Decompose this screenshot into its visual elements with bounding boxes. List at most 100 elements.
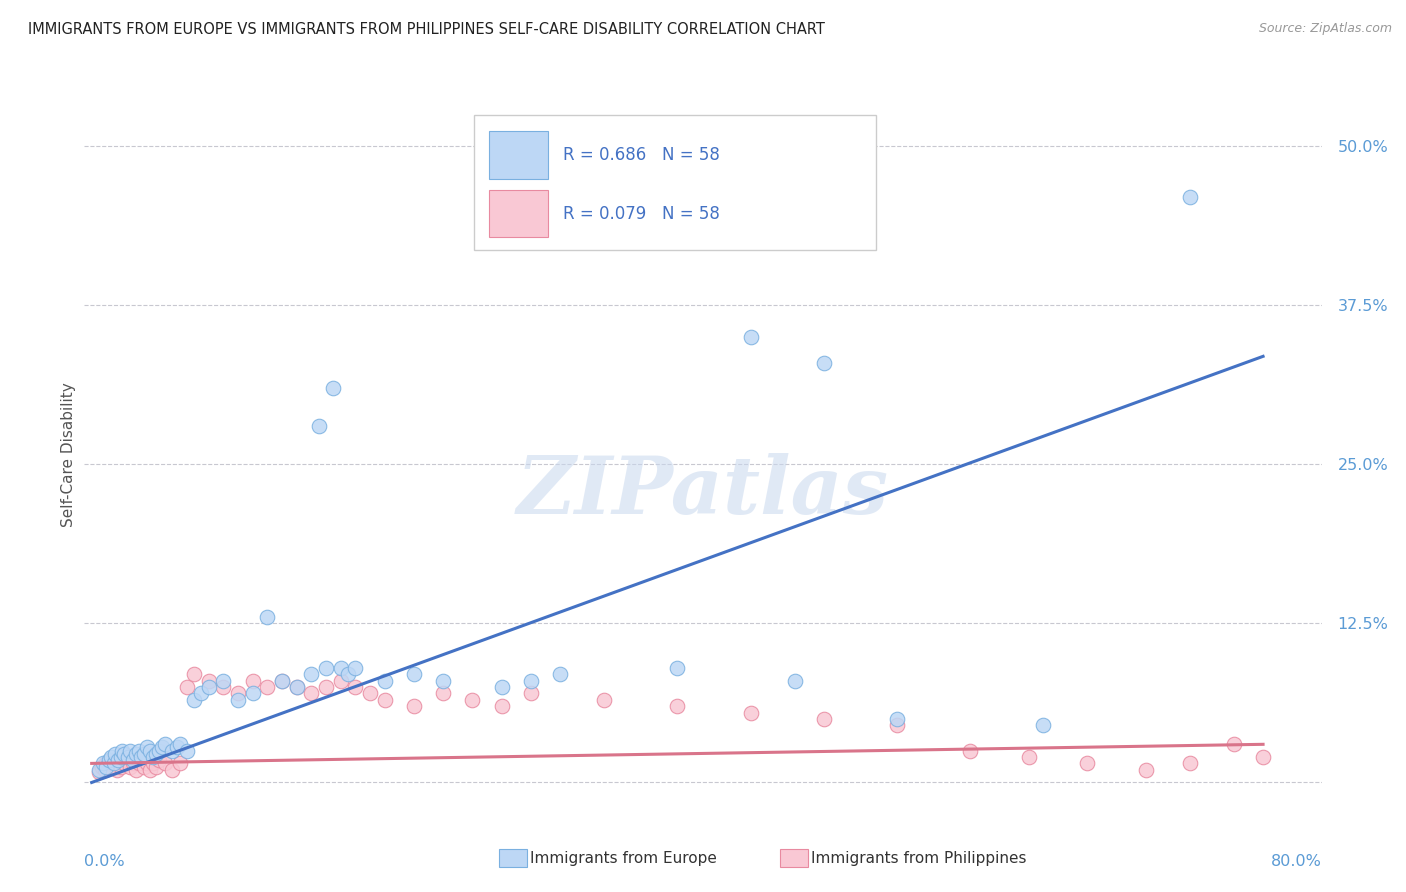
Point [128,756,150,771]
Point [94,763,117,777]
Point [432,673,454,688]
Point [124,763,146,777]
Point [110,760,132,774]
Point [198,680,221,694]
Point [90,760,112,774]
Point [139,744,162,758]
Point [176,744,198,758]
Text: R = 0.686   N = 58: R = 0.686 N = 58 [564,146,720,164]
Point [183,667,205,681]
Point [432,686,454,700]
Point [153,737,176,751]
Point [117,750,139,764]
Point [111,744,134,758]
Point [142,750,165,764]
Point [212,673,235,688]
Point [112,747,135,762]
Point [256,680,278,694]
Point [128,744,150,758]
Point [1076,756,1098,771]
Point [112,756,135,771]
Point [176,680,198,694]
Point [329,673,352,688]
Point [148,744,170,758]
Point [121,753,143,767]
Bar [489,131,548,178]
Point [520,686,543,700]
Point [548,667,571,681]
Point [118,744,141,758]
Point [107,753,129,767]
Point [107,753,129,767]
Point [101,753,124,767]
Point [148,753,170,767]
Point [93,756,115,771]
Point [308,419,330,434]
Point [110,750,132,764]
Point [461,693,484,707]
Point [271,673,294,688]
Point [131,750,153,764]
Point [96,756,118,771]
Text: Source: ZipAtlas.com: Source: ZipAtlas.com [1258,22,1392,36]
Point [169,756,191,771]
Text: 0.0%: 0.0% [84,854,125,869]
Point [285,680,308,694]
Point [373,693,395,707]
Point [183,693,205,707]
Point [103,756,125,771]
Point [740,706,762,720]
Bar [489,190,548,237]
Point [373,673,395,688]
Point [1178,756,1201,771]
Point [315,661,337,675]
Point [136,756,159,771]
Point [160,763,183,777]
Point [96,760,118,774]
Text: 80.0%: 80.0% [1271,854,1322,869]
Point [1032,718,1054,732]
Point [134,760,156,774]
Point [98,753,121,767]
Point [783,673,806,688]
Point [198,673,221,688]
Point [136,739,159,754]
Point [813,356,835,370]
Point [329,661,352,675]
Point [105,763,128,777]
Point [593,693,616,707]
Point [315,680,337,694]
Point [1178,190,1201,204]
Point [886,712,908,726]
Point [1251,750,1274,764]
Point [226,693,249,707]
Point [491,680,513,694]
Point [166,739,188,754]
Point [1135,763,1157,777]
Point [212,680,235,694]
Point [145,747,167,762]
Point [139,763,162,777]
Point [299,686,322,700]
Point [886,718,908,732]
Point [103,756,125,771]
Text: Immigrants from Philippines: Immigrants from Philippines [811,851,1026,865]
Point [169,737,191,751]
Y-axis label: Self-Care Disability: Self-Care Disability [60,383,76,527]
Point [1018,750,1040,764]
Point [142,756,165,771]
Point [145,760,167,774]
Point [226,686,249,700]
Text: Immigrants from Europe: Immigrants from Europe [530,851,717,865]
FancyBboxPatch shape [474,115,876,250]
Point [491,699,513,714]
Point [98,760,121,774]
Point [740,330,762,344]
Point [959,744,981,758]
Point [87,763,110,777]
Point [150,739,173,754]
Point [87,765,110,780]
Point [402,699,425,714]
Point [271,673,294,688]
Text: ZIPatlas: ZIPatlas [517,453,889,530]
